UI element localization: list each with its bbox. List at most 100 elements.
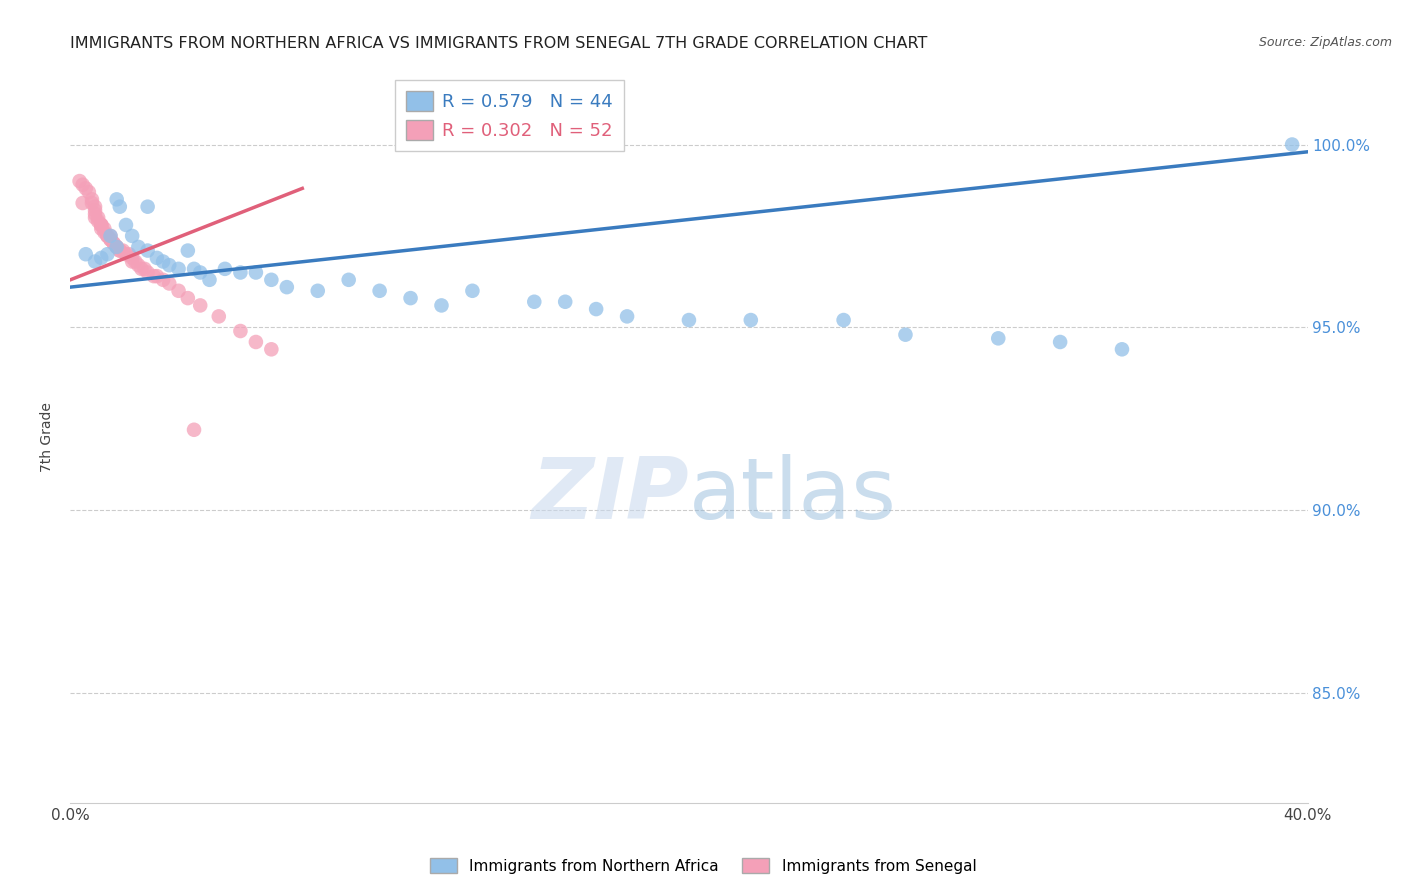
Point	[678, 313, 700, 327]
Point	[84, 211, 107, 225]
Point	[229, 324, 252, 338]
Text: Source: ZipAtlas.com: Source: ZipAtlas.com	[1258, 36, 1392, 49]
Point	[152, 254, 174, 268]
Point	[84, 254, 107, 268]
Point	[245, 334, 267, 349]
Point	[84, 207, 107, 221]
Point	[740, 313, 762, 327]
Point	[146, 269, 169, 284]
Point	[523, 294, 546, 309]
Point	[1281, 137, 1303, 152]
Point	[103, 236, 125, 251]
Point	[461, 284, 484, 298]
Point	[96, 228, 118, 243]
Point	[75, 247, 97, 261]
Point	[136, 244, 159, 258]
Point	[616, 310, 638, 324]
Point	[105, 193, 128, 207]
Point	[108, 244, 131, 258]
Point	[75, 181, 97, 195]
Point	[245, 265, 267, 279]
Point	[90, 218, 112, 232]
Point	[105, 240, 128, 254]
Point	[115, 247, 138, 261]
Point	[214, 261, 236, 276]
Point	[399, 291, 422, 305]
Point	[90, 218, 112, 232]
Point	[183, 423, 205, 437]
Point	[115, 218, 138, 232]
Point	[208, 310, 231, 324]
Point	[72, 196, 94, 211]
Point	[93, 225, 115, 239]
Point	[100, 233, 122, 247]
Point	[177, 244, 200, 258]
Point	[84, 200, 107, 214]
Point	[167, 261, 190, 276]
Point	[832, 313, 855, 327]
Point	[69, 174, 91, 188]
Text: atlas: atlas	[689, 454, 897, 537]
Point	[188, 265, 211, 279]
Point	[198, 273, 221, 287]
Point	[127, 258, 149, 272]
Point	[121, 228, 143, 243]
Point	[134, 261, 156, 276]
Point	[131, 261, 153, 276]
Point	[96, 228, 118, 243]
Point	[124, 254, 146, 268]
Point	[93, 221, 115, 235]
Point	[430, 298, 453, 312]
Point	[260, 343, 283, 357]
Point	[108, 200, 131, 214]
Point	[80, 193, 103, 207]
Point	[276, 280, 298, 294]
Y-axis label: 7th Grade: 7th Grade	[41, 402, 55, 472]
Point	[77, 185, 100, 199]
Point	[554, 294, 576, 309]
Point	[368, 284, 391, 298]
Point	[121, 251, 143, 265]
Text: ZIP: ZIP	[531, 454, 689, 537]
Point	[100, 233, 122, 247]
Point	[585, 301, 607, 317]
Point	[108, 244, 131, 258]
Point	[142, 269, 165, 284]
Point	[136, 265, 159, 279]
Point	[100, 228, 122, 243]
Point	[229, 265, 252, 279]
Point	[84, 203, 107, 218]
Point	[121, 254, 143, 268]
Point	[96, 247, 118, 261]
Point	[152, 273, 174, 287]
Point	[87, 211, 110, 225]
Point	[90, 218, 112, 232]
Point	[337, 273, 360, 287]
Point	[105, 240, 128, 254]
Point	[100, 228, 122, 243]
Point	[136, 200, 159, 214]
Point	[105, 240, 128, 254]
Legend: Immigrants from Northern Africa, Immigrants from Senegal: Immigrants from Northern Africa, Immigra…	[423, 852, 983, 880]
Point	[188, 298, 211, 312]
Point	[118, 247, 141, 261]
Point	[80, 196, 103, 211]
Point	[103, 236, 125, 251]
Legend: R = 0.579   N = 44, R = 0.302   N = 52: R = 0.579 N = 44, R = 0.302 N = 52	[395, 80, 624, 151]
Point	[1111, 343, 1133, 357]
Point	[183, 261, 205, 276]
Point	[260, 273, 283, 287]
Point	[72, 178, 94, 192]
Point	[90, 221, 112, 235]
Point	[111, 244, 134, 258]
Point	[167, 284, 190, 298]
Point	[90, 251, 112, 265]
Point	[987, 331, 1010, 345]
Point	[307, 284, 329, 298]
Point	[177, 291, 200, 305]
Point	[157, 277, 180, 291]
Point	[894, 327, 917, 342]
Point	[127, 240, 149, 254]
Point	[1049, 334, 1071, 349]
Point	[87, 214, 110, 228]
